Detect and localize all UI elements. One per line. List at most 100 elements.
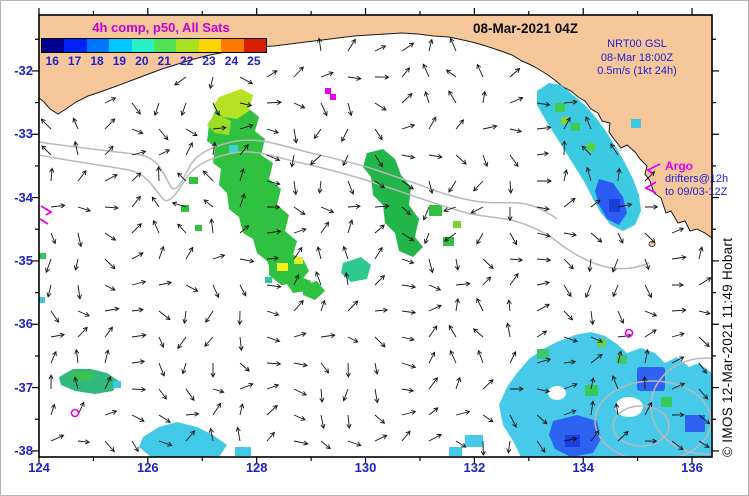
current-vector-arrow	[266, 283, 282, 289]
current-vector-arrow	[104, 205, 119, 211]
current-vector-arrow	[612, 284, 619, 298]
current-vector-arrow	[315, 271, 322, 286]
sst-speck-green	[189, 177, 198, 184]
credit-text: © IMOS 12-Mar-2021 11:49 Hobart	[720, 237, 735, 457]
drifter-position-marker	[325, 88, 331, 94]
current-vector-arrow	[401, 206, 412, 216]
current-vector-arrow	[401, 258, 415, 265]
ssh-contour	[39, 151, 552, 238]
current-vector-arrow	[158, 310, 171, 321]
current-vector-arrow	[470, 206, 484, 214]
current-vector-arrow	[642, 376, 648, 390]
current-vector-arrow	[158, 440, 173, 447]
current-vector-arrow	[698, 440, 710, 449]
colorbar-block	[198, 39, 222, 52]
current-vector-arrow	[611, 375, 619, 390]
current-vector-arrow	[401, 42, 415, 52]
colorbar-tick: 25	[247, 54, 261, 68]
current-vector-arrow	[561, 140, 567, 156]
current-vector-arrow	[212, 388, 225, 394]
current-vector-arrow	[177, 223, 187, 234]
current-vector-arrow	[104, 232, 117, 241]
current-vector-arrow	[104, 118, 116, 130]
current-vector-arrow	[266, 128, 280, 134]
current-vector-arrow	[266, 229, 282, 235]
sst-patch-teal	[341, 257, 371, 282]
current-vector-arrow	[320, 206, 335, 214]
current-vector-arrow	[293, 331, 307, 338]
current-vector-arrow	[537, 178, 552, 184]
contour-layer	[39, 139, 712, 457]
current-vector-arrow	[563, 409, 577, 416]
colorbar-block	[154, 39, 177, 52]
current-vector-arrow	[239, 362, 250, 372]
sst-patch-blue	[637, 367, 665, 391]
current-vector-arrow	[563, 310, 574, 321]
drifter-arrow-marker	[646, 163, 661, 174]
current-vector-arrow	[180, 102, 187, 117]
current-vector-arrow	[73, 140, 79, 156]
current-vector-arrow	[698, 414, 711, 425]
colorbar-tick: 19	[112, 54, 127, 68]
current-vector-arrow	[104, 97, 117, 104]
current-vector-arrow	[401, 92, 413, 104]
sst-speck-green	[661, 397, 672, 407]
current-vector-arrow	[644, 310, 658, 317]
current-vector-arrow	[341, 128, 349, 143]
current-vector-arrow	[428, 325, 438, 338]
current-vector-arrow	[239, 284, 247, 297]
current-vector-arrow	[131, 307, 144, 313]
sst-speck-green	[39, 253, 46, 259]
current-vector-arrow	[239, 102, 253, 108]
current-vector-arrow	[644, 438, 658, 444]
current-vector-arrow	[131, 386, 147, 393]
current-vector-arrow	[536, 414, 548, 425]
current-vector-arrow	[455, 409, 471, 416]
current-vector-arrow	[131, 195, 141, 208]
ssh-contour	[39, 139, 558, 220]
current-vector-arrow	[156, 166, 162, 182]
current-vector-arrow	[345, 362, 351, 378]
colorbar-tick: 16	[45, 54, 59, 68]
colorbar-block	[243, 39, 267, 52]
current-vector-arrow	[266, 361, 282, 367]
colorbar-block	[221, 39, 244, 52]
current-vector-arrow	[448, 90, 457, 104]
current-arrows-layer	[40, 37, 712, 456]
current-vector-arrow	[536, 303, 551, 312]
current-vector-arrow	[401, 154, 416, 160]
current-vector-arrow	[611, 258, 619, 273]
current-vector-arrow	[347, 102, 353, 117]
current-vector-arrow	[158, 149, 171, 156]
current-vector-arrow	[509, 232, 517, 246]
y-tick-label: -33	[14, 126, 33, 142]
current-vector-arrow	[455, 119, 465, 130]
current-vector-arrow	[50, 310, 60, 323]
current-vector-arrow	[238, 336, 244, 352]
current-vector-arrow	[455, 281, 471, 287]
eddy-contour	[594, 380, 712, 457]
colorbar-tick: 20	[135, 54, 149, 68]
current-vector-arrow	[347, 219, 354, 234]
current-vector-arrow	[212, 102, 220, 117]
current-vector-arrow	[585, 116, 592, 130]
current-vector-arrow	[50, 232, 57, 245]
current-vector-arrow	[644, 258, 650, 271]
current-vector-arrow	[482, 124, 498, 130]
sst-speck-cyan	[229, 145, 238, 153]
current-vector-arrow	[293, 246, 303, 260]
current-vector-arrow	[449, 37, 457, 52]
current-vector-arrow	[320, 333, 336, 339]
current-vector-arrow	[347, 440, 362, 447]
current-vector-arrow	[266, 383, 280, 390]
current-vector-arrow	[428, 377, 438, 390]
current-vector-arrow	[401, 336, 415, 342]
current-vector-arrow	[239, 258, 255, 264]
current-vector-arrow	[482, 154, 489, 168]
current-vector-arrow	[174, 76, 187, 86]
current-vector-arrow	[45, 258, 52, 274]
current-vector-arrow	[48, 374, 54, 390]
current-vector-arrow	[563, 197, 576, 208]
argo-legend-line2: to 09/03-12Z	[665, 186, 728, 198]
current-vector-arrow	[617, 350, 623, 364]
